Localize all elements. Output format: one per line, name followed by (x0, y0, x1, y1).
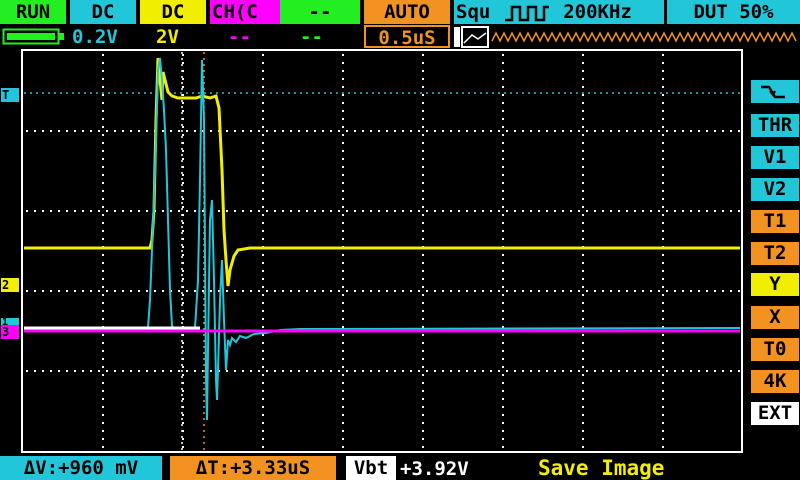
duty-cycle[interactable]: DUT 50% (667, 0, 800, 24)
menu-v1[interactable]: V1 (751, 146, 799, 169)
vbat-label: Vbt (346, 456, 396, 480)
ch1-trace (24, 57, 741, 421)
menu-x[interactable]: X (751, 306, 799, 329)
ch4-scale[interactable]: -- (300, 26, 323, 48)
ch2-scale[interactable]: 2V (156, 26, 179, 48)
timebase[interactable]: 0.5uS (364, 25, 450, 48)
delta-v-readout: ΔV:+960 mV (0, 456, 162, 480)
menu-t0[interactable]: T0 (751, 338, 799, 361)
delta-t-readout: ΔT:+3.33uS (170, 456, 336, 480)
waveform-type: Squ (456, 1, 491, 23)
run-state[interactable]: RUN (0, 0, 66, 24)
ch3-offset-marker[interactable]: 3 (1, 325, 19, 339)
menu-thr[interactable]: THR (751, 114, 799, 137)
ch4-coupling[interactable]: -- (280, 0, 360, 24)
graticule-grid (26, 54, 740, 448)
wave-frequency: 200KHz (563, 1, 632, 23)
trigger-level-marker[interactable]: T (1, 88, 19, 102)
menu-4k[interactable]: 4K (751, 370, 799, 393)
menu-t1[interactable]: T1 (751, 210, 799, 233)
menu-t2[interactable]: T2 (751, 242, 799, 265)
waveform-generator[interactable]: Squ 200KHz (454, 0, 664, 24)
ch1-offset-marker[interactable]: 1 (1, 318, 19, 328)
ch3-scale[interactable]: -- (228, 26, 251, 48)
menu-v2[interactable]: V2 (751, 178, 799, 201)
battery-icon (2, 28, 64, 45)
ch2-offset-marker[interactable]: 2 (1, 278, 19, 292)
graticule-border (21, 49, 743, 453)
menu-y[interactable]: Y (751, 273, 799, 296)
signal-preview-icon (454, 26, 797, 48)
ch2-trace (24, 57, 740, 287)
channel-mode[interactable]: CH(C (210, 0, 280, 24)
falling-edge-trigger-icon (761, 85, 785, 99)
square-wave-icon (504, 5, 549, 22)
trigger-mode[interactable]: AUTO (364, 0, 450, 24)
vbat-value: +3.92V (400, 458, 469, 480)
menu-ext[interactable]: EXT (751, 402, 799, 425)
ch1-coupling[interactable]: DC (70, 0, 136, 24)
trigger-edge-button[interactable] (751, 80, 799, 103)
save-image-button[interactable]: Save Image (538, 456, 665, 480)
ch2-coupling[interactable]: DC (140, 0, 206, 24)
ch1-scale[interactable]: 0.2V (72, 26, 118, 48)
